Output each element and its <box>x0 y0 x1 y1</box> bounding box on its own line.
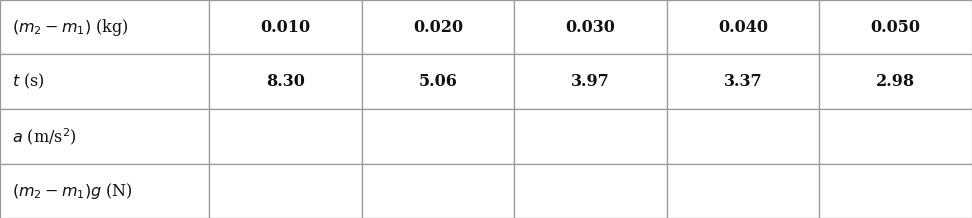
Bar <box>0 0 209 54</box>
Bar <box>667 109 819 164</box>
Bar <box>362 109 514 164</box>
Bar <box>209 0 362 54</box>
Text: $(m_2 - m_1)g$ (N): $(m_2 - m_1)g$ (N) <box>12 181 132 201</box>
Bar <box>209 109 362 164</box>
Bar <box>362 54 514 109</box>
Bar <box>667 164 819 218</box>
Bar <box>819 164 972 218</box>
Text: $t$ (s): $t$ (s) <box>12 72 45 91</box>
Text: 0.050: 0.050 <box>871 19 920 36</box>
Bar <box>0 164 209 218</box>
Text: 5.06: 5.06 <box>419 73 457 90</box>
Bar <box>514 54 667 109</box>
Bar <box>819 0 972 54</box>
Bar <box>209 164 362 218</box>
Text: 0.040: 0.040 <box>718 19 768 36</box>
Bar <box>667 0 819 54</box>
Text: 0.020: 0.020 <box>413 19 463 36</box>
Bar <box>362 0 514 54</box>
Bar <box>819 54 972 109</box>
Text: 3.37: 3.37 <box>724 73 762 90</box>
Bar <box>514 0 667 54</box>
Text: $(m_2 - m_1)$ (kg): $(m_2 - m_1)$ (kg) <box>12 17 128 38</box>
Bar <box>667 54 819 109</box>
Text: 0.010: 0.010 <box>260 19 310 36</box>
Text: 8.30: 8.30 <box>266 73 304 90</box>
Text: 0.030: 0.030 <box>566 19 615 36</box>
Bar <box>819 109 972 164</box>
Bar <box>514 164 667 218</box>
Bar <box>0 109 209 164</box>
Bar <box>0 54 209 109</box>
Text: 2.98: 2.98 <box>876 73 916 90</box>
Bar <box>514 109 667 164</box>
Text: $a$ (m/s$^2$): $a$ (m/s$^2$) <box>12 126 77 147</box>
Bar <box>209 54 362 109</box>
Text: 3.97: 3.97 <box>572 73 609 90</box>
Bar <box>362 164 514 218</box>
